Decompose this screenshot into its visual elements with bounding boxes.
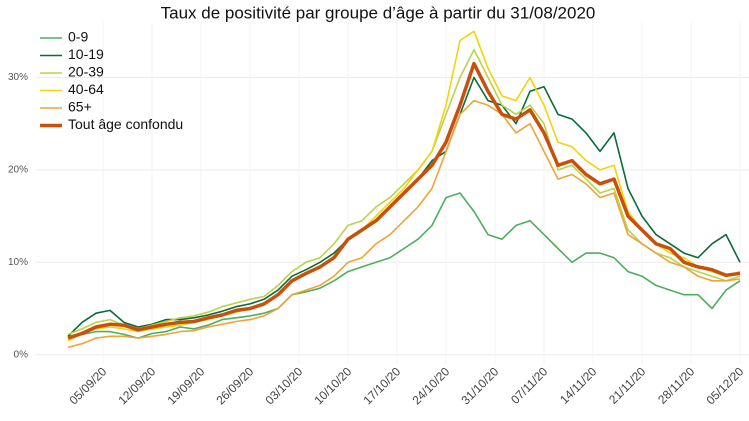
x-tick-label: 17/10/20 [360,364,403,407]
series-line [67,99,741,349]
legend-label: 40-64 [68,81,104,97]
x-tick-label: 19/09/20 [164,364,207,407]
y-tick-label: 0% [14,349,29,360]
x-tick-label: 07/11/20 [508,364,551,407]
legend-label: 0-9 [68,29,88,45]
series-line [67,192,741,339]
x-tick-label: 21/11/20 [606,364,649,407]
y-tick-label: 20% [8,165,28,176]
x-tick-label: 26/09/20 [213,364,256,407]
legend-label: 65+ [68,99,92,115]
x-tick-label: 31/10/20 [458,364,501,407]
legend-label: 20-39 [68,64,104,80]
x-tick-label: 03/10/20 [262,364,305,407]
legend-label: Tout âge confondu [68,116,183,132]
chart-title: Taux de positivité par groupe d’âge à pa… [161,3,596,22]
series-line [67,61,741,340]
x-tick-label: 14/11/20 [557,364,600,407]
y-tick-label: 30% [8,72,28,83]
x-tick-label: 24/10/20 [409,364,452,407]
x-tick-label: 12/09/20 [115,364,158,407]
x-tick-label: 05/09/20 [66,364,109,407]
y-tick-label: 10% [8,257,28,268]
x-tick-label: 05/12/20 [703,364,746,407]
x-tick-label: 10/10/20 [311,364,354,407]
series-line [67,48,741,336]
legend-label: 10-19 [68,46,104,62]
x-tick-label: 28/11/20 [655,364,698,407]
